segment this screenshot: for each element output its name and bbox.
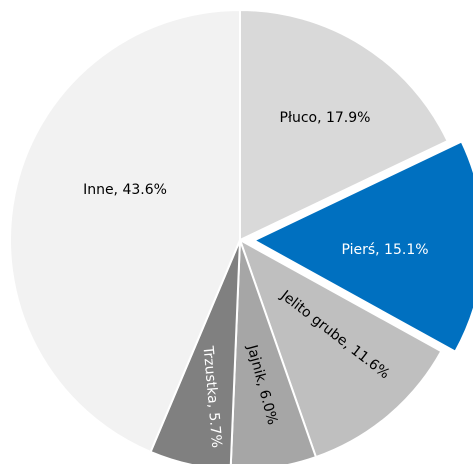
data-label: Inne, 43.6% [83,182,167,198]
pie-slice [229,239,318,464]
pie-slice [9,8,241,454]
pie-slice [238,237,443,459]
pie-slice [251,140,473,353]
data-label: Płuco, 17.9% [280,110,371,126]
pie-slice [239,8,449,242]
data-label: Pierś, 15.1% [341,242,428,258]
